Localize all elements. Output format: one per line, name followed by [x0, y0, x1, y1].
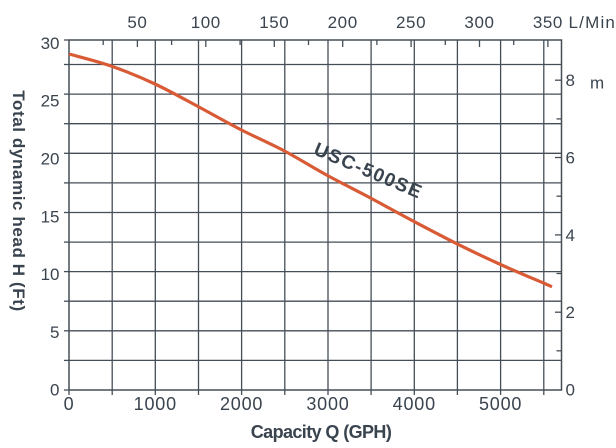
svg-text:250: 250: [396, 13, 426, 32]
svg-text:30: 30: [41, 34, 60, 53]
svg-text:4: 4: [566, 226, 575, 245]
svg-text:6: 6: [566, 149, 575, 168]
svg-text:350: 350: [533, 13, 563, 32]
svg-text:3000: 3000: [306, 394, 349, 414]
svg-text:200: 200: [328, 13, 358, 32]
svg-text:4000: 4000: [393, 394, 436, 414]
svg-text:25: 25: [41, 92, 60, 111]
svg-text:100: 100: [191, 13, 221, 32]
svg-text:300: 300: [464, 13, 494, 32]
svg-text:1000: 1000: [134, 394, 177, 414]
svg-text:150: 150: [259, 13, 289, 32]
svg-text:2: 2: [566, 303, 575, 322]
svg-text:50: 50: [127, 13, 147, 32]
svg-text:Capacity Q (GPH): Capacity Q (GPH): [251, 422, 392, 442]
svg-text:0: 0: [566, 381, 575, 400]
svg-text:m: m: [590, 74, 604, 93]
svg-text:0: 0: [64, 394, 75, 414]
svg-text:5: 5: [50, 323, 59, 342]
svg-text:15: 15: [41, 207, 60, 226]
svg-text:20: 20: [41, 150, 60, 169]
svg-text:L/Min: L/Min: [569, 13, 616, 32]
svg-text:8: 8: [566, 71, 575, 90]
svg-text:5000: 5000: [479, 394, 522, 414]
svg-text:0: 0: [50, 381, 59, 400]
svg-text:Total dynamic head H (Ft): Total dynamic head H (Ft): [9, 90, 28, 312]
svg-text:10: 10: [41, 265, 60, 284]
svg-text:2000: 2000: [220, 394, 263, 414]
